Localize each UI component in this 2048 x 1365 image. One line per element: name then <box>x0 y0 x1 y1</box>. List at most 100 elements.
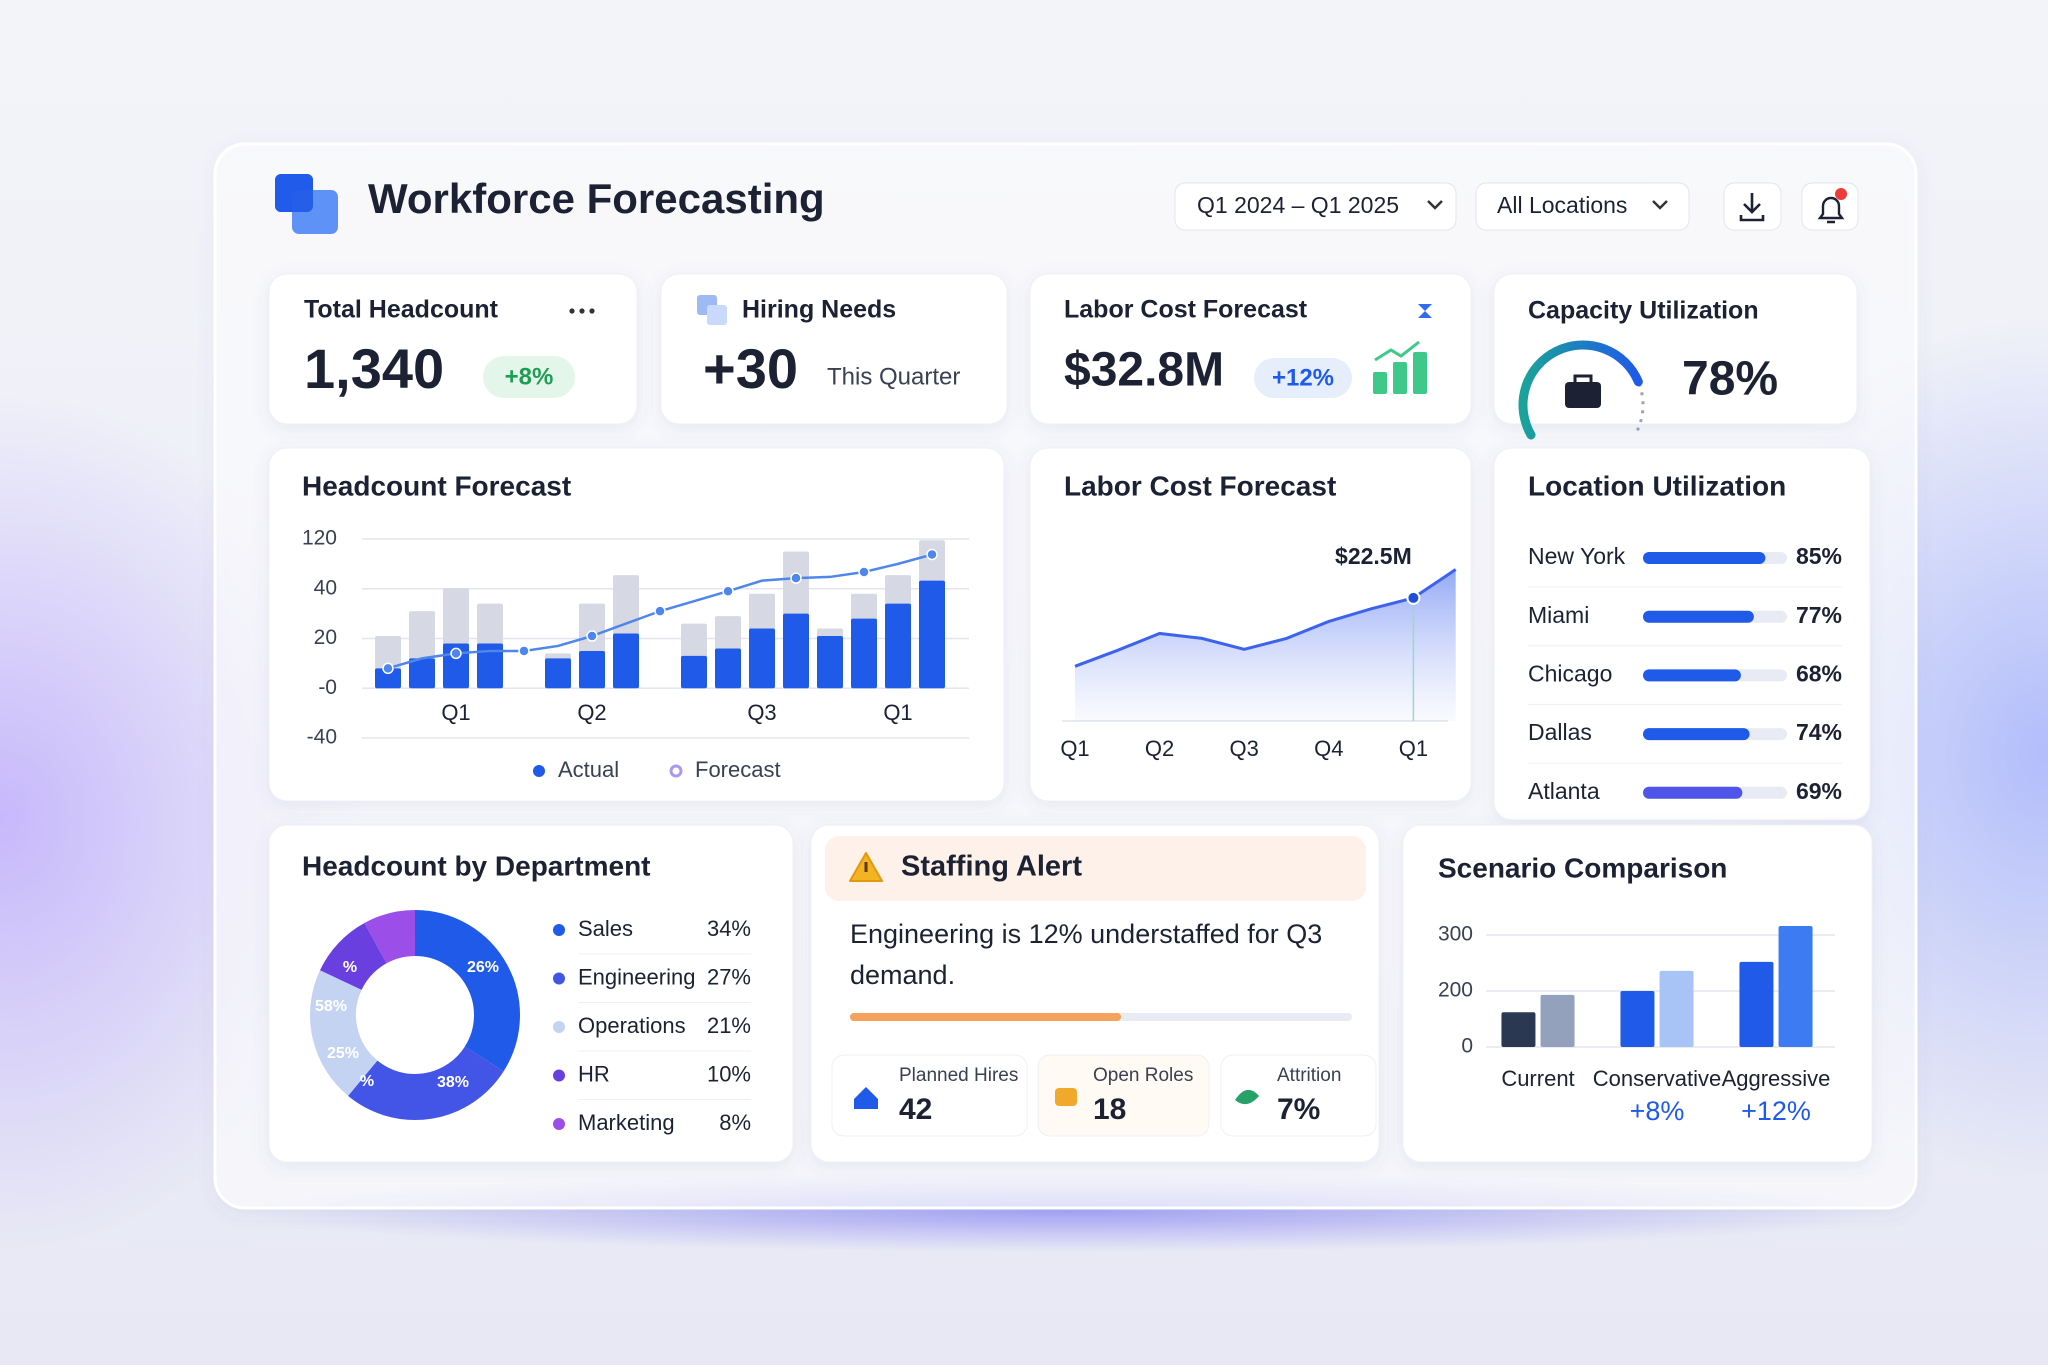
line-point <box>586 630 598 642</box>
legend-value: 8% <box>719 1110 751 1135</box>
x-tick-label: Aggressive <box>1722 1066 1831 1091</box>
location-label: All Locations <box>1497 192 1627 218</box>
x-tick-label: Q3 <box>747 700 776 725</box>
kpi-value: $32.8M <box>1064 344 1224 397</box>
point-marker <box>1406 590 1421 605</box>
line-point <box>450 647 462 660</box>
donut-segment <box>348 1045 504 1120</box>
scenario-change: +12% <box>1741 1096 1811 1126</box>
value-label: 77% <box>1796 602 1842 628</box>
value-label: 69% <box>1796 778 1842 804</box>
location-name: New York <box>1528 543 1626 569</box>
x-tick-label: Conservative <box>1593 1066 1721 1091</box>
bar <box>375 668 401 689</box>
segment-label: 38% <box>437 1074 469 1091</box>
x-tick-label: Current <box>1501 1066 1574 1091</box>
bar <box>749 628 775 689</box>
stat-box <box>1037 1054 1210 1137</box>
bar <box>613 633 639 689</box>
y-tick-label: 300 <box>1438 923 1473 946</box>
chart-title: Headcount by Department <box>302 850 651 881</box>
legend-label: Forecast <box>695 757 781 782</box>
chart-title: Scenario Comparison <box>1438 852 1727 883</box>
progress-fill <box>850 1013 1122 1021</box>
kpi-card <box>1029 273 1472 425</box>
segment-label: % <box>343 959 357 976</box>
bar <box>851 618 877 689</box>
bar <box>409 658 435 689</box>
location-name: Dallas <box>1528 719 1592 745</box>
gauge-value <box>1518 340 1643 440</box>
stat-icon <box>1055 1088 1077 1106</box>
segment-label: 26% <box>467 959 499 976</box>
line-point <box>654 605 666 617</box>
bar <box>1643 786 1743 799</box>
stat-label: Open Roles <box>1093 1065 1193 1086</box>
kpi-title: Hiring Needs <box>742 296 896 324</box>
line-point <box>722 585 734 597</box>
x-tick-label: Q1 <box>1399 736 1428 761</box>
bar <box>1643 669 1741 682</box>
bar <box>1659 970 1694 1047</box>
kpi-value: 78% <box>1682 353 1778 406</box>
legend-value: 34% <box>707 916 751 941</box>
logo <box>275 174 338 234</box>
briefcase-handle <box>1573 374 1593 382</box>
donut-segment <box>414 910 520 1072</box>
data-label: $22.5M <box>1335 543 1412 569</box>
chevron-icon <box>1652 200 1668 210</box>
legend-value: 27% <box>707 964 751 989</box>
legend-value: 10% <box>707 1061 751 1086</box>
more-icon <box>589 308 595 314</box>
hiring-icon <box>707 305 727 325</box>
bar <box>477 643 503 689</box>
bar <box>817 636 843 689</box>
bar <box>1643 728 1750 741</box>
location-dropdown[interactable] <box>1475 182 1690 231</box>
chart-card <box>1493 447 1871 821</box>
date-range-label: Q1 2024 – Q1 2025 <box>1197 192 1399 218</box>
warning-mark <box>864 862 868 872</box>
bar <box>715 648 741 689</box>
y-tick-label: 120 <box>302 527 337 550</box>
legend-label: Operations <box>578 1013 686 1038</box>
legend-value: 21% <box>707 1013 751 1038</box>
filter-icon <box>1418 304 1432 318</box>
y-tick-label: 0 <box>1461 1035 1473 1058</box>
alert-message: Engineering is 12% understaffed for Q3 d… <box>850 919 1323 990</box>
header-title: Workforce Forecasting <box>368 175 825 222</box>
donut-segment <box>310 970 379 1096</box>
chart-title: Headcount Forecast <box>302 470 571 501</box>
legend-marker <box>553 1069 565 1082</box>
x-tick-label: Q4 <box>1314 736 1343 761</box>
legend-label: Sales <box>578 916 633 941</box>
legend-marker <box>669 764 683 778</box>
kpi-card <box>660 273 1008 425</box>
stat-icon <box>854 1087 878 1109</box>
chart-title: Labor Cost Forecast <box>1064 470 1336 501</box>
stat-icon <box>1235 1089 1259 1105</box>
stat-value: 18 <box>1093 1093 1126 1126</box>
legend-label: HR <box>578 1061 610 1086</box>
trend-icon-bar <box>1373 372 1387 394</box>
stat-box <box>831 1054 1028 1137</box>
line-point <box>518 645 530 657</box>
x-tick-label: Q2 <box>577 700 606 725</box>
chevron-icon <box>1427 200 1443 210</box>
kpi-title: Labor Cost Forecast <box>1064 296 1308 324</box>
alert-title: Staffing Alert <box>901 851 1082 883</box>
kpi-note: This Quarter <box>827 363 960 390</box>
legend-marker <box>553 972 565 985</box>
bar <box>919 580 945 689</box>
date-range-dropdown[interactable] <box>1174 182 1457 231</box>
y-tick-label: -40 <box>307 726 337 749</box>
legend-marker <box>553 1021 565 1033</box>
bar <box>1540 994 1575 1047</box>
bar <box>545 658 571 689</box>
kpi-change: +8% <box>505 363 554 390</box>
kpi-value: 1,340 <box>304 337 444 400</box>
donut-segment <box>364 910 416 964</box>
scenario-change: +8% <box>1630 1096 1685 1126</box>
